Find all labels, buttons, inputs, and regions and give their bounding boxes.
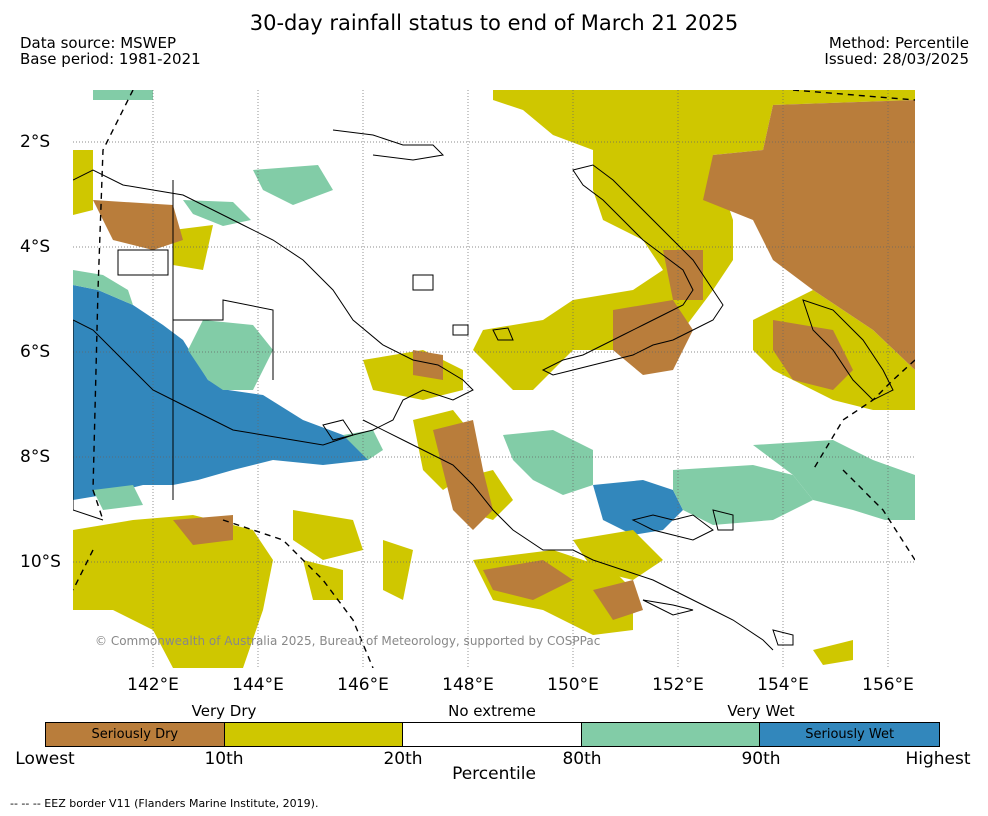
legend-no-extreme [403, 723, 582, 746]
x-tick-152e: 152°E [652, 675, 704, 695]
base-period: Base period: 1981-2021 [20, 50, 201, 68]
seriously-wet-region [73, 285, 885, 535]
very-wet-region [73, 90, 915, 525]
issued-date: Issued: 28/03/2025 [824, 50, 969, 68]
y-tick-4s: 4°S [20, 237, 51, 257]
legend-very-wet [581, 723, 761, 746]
data-source: Data source: MSWEP [20, 34, 177, 52]
x-tick-142e: 142°E [127, 675, 179, 695]
y-tick-10s: 10°S [20, 552, 61, 572]
legend-seriously-dry: Seriously Dry [46, 723, 225, 746]
legend-highest: Highest [905, 749, 971, 769]
percentile-colorbar: Seriously Dry Seriously Wet [45, 722, 940, 747]
legend-seriously-wet: Seriously Wet [760, 723, 939, 746]
legend-80th: 80th [562, 749, 602, 769]
x-tick-156e: 156°E [862, 675, 914, 695]
legend-lowest: Lowest [15, 749, 75, 769]
legend-no-extreme-label: No extreme [448, 702, 536, 720]
x-tick-144e: 144°E [232, 675, 284, 695]
eez-borders [73, 90, 915, 668]
legend-very-wet-label: Very Wet [727, 702, 795, 720]
legend-10th: 10th [204, 749, 244, 769]
method: Method: Percentile [828, 34, 969, 52]
y-tick-8s: 8°S [20, 447, 51, 467]
y-tick-2s: 2°S [20, 132, 51, 152]
x-tick-148e: 148°E [442, 675, 494, 695]
x-tick-150e: 150°E [547, 675, 599, 695]
legend-90th: 90th [741, 749, 781, 769]
x-tick-154e: 154°E [757, 675, 809, 695]
seriously-dry-region [93, 100, 915, 620]
coastlines [73, 129, 894, 651]
y-tick-6s: 6°S [20, 342, 51, 362]
copyright-notice: © Commonwealth of Australia 2025, Bureau… [95, 634, 601, 648]
x-tick-146e: 146°E [337, 675, 389, 695]
percentile-axis-title: Percentile [452, 764, 536, 784]
legend-20th: 20th [383, 749, 423, 769]
legend-very-dry-label: Very Dry [191, 702, 257, 720]
rainfall-map: © Commonwealth of Australia 2025, Bureau… [73, 90, 915, 668]
legend-very-dry [224, 723, 404, 746]
eez-note: -- -- -- EEZ border V11 (Flanders Marine… [10, 797, 319, 810]
map-title: 30-day rainfall status to end of March 2… [249, 11, 739, 35]
